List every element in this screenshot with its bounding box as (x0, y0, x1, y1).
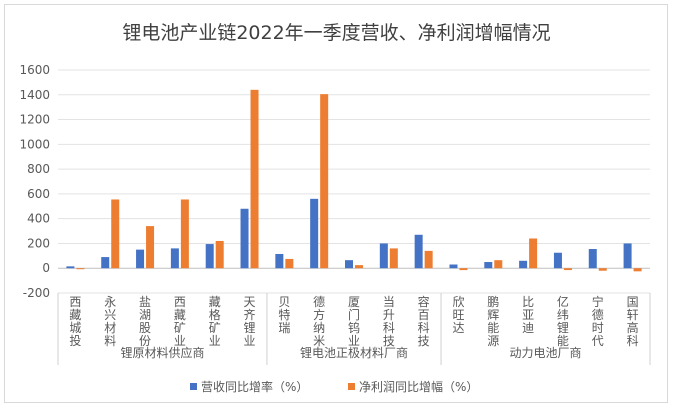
bar-profit (494, 260, 503, 269)
y-tick-label: 1600 (19, 63, 50, 77)
bar-revenue (66, 266, 75, 269)
y-tick-label: -200 (23, 286, 50, 300)
category-label: 西藏矿业 (174, 295, 186, 348)
bar-revenue (414, 234, 423, 269)
bar-profit (146, 226, 155, 269)
bar-profit (389, 248, 398, 269)
category-label: 盐湖股份 (139, 295, 151, 348)
bar-profit (250, 89, 259, 269)
bar-profit (355, 265, 363, 269)
bar-revenue (240, 208, 249, 269)
category-label: 当升科技 (383, 295, 395, 348)
bar-revenue (484, 262, 493, 269)
bar-profit (180, 199, 189, 269)
bar-revenue (449, 264, 458, 269)
legend-swatch-revenue (190, 383, 197, 390)
y-tick-label: 1200 (19, 113, 50, 127)
bar-revenue (519, 260, 528, 269)
y-tick-label: 800 (27, 162, 50, 176)
chart-title: 锂电池产业链2022年一季度营收、净利润增幅情况 (122, 22, 551, 44)
category-label: 天齐锂业 (244, 295, 256, 348)
group-label: 锂原材料供应商 (120, 345, 204, 360)
bar-profit (529, 238, 538, 269)
group-label: 锂电池正极材料厂商 (300, 345, 408, 360)
category-label: 藏格矿业 (209, 295, 221, 348)
category-label: 德方纳米 (313, 294, 325, 348)
bar-profit (598, 268, 607, 271)
bar-profit (111, 199, 120, 269)
bar-profit (563, 268, 572, 271)
legend-item-revenue: 营收同比增率（%） (190, 378, 308, 395)
y-tick-label: 200 (27, 236, 50, 250)
category-label: 比亚迪 (522, 295, 534, 335)
y-tick-label: 0 (42, 261, 50, 275)
bar-revenue (623, 243, 632, 269)
bar-profit (320, 94, 329, 269)
bar-revenue (345, 260, 353, 269)
legend-swatch-profit (348, 383, 355, 390)
bar-revenue (205, 244, 214, 269)
legend-label-revenue: 营收同比增率（%） (201, 380, 309, 394)
y-tick-label: 600 (27, 187, 50, 201)
bar-revenue (170, 248, 179, 269)
category-label: 欣旺达 (452, 295, 464, 335)
y-tick-label: 1000 (19, 137, 50, 151)
y-tick-label: 400 (27, 212, 50, 226)
group-label: 动力电池厂商 (510, 345, 582, 360)
category-label: 厦门钨业 (348, 295, 360, 348)
y-tick-label: 1400 (19, 88, 50, 102)
bar-revenue (310, 198, 319, 269)
category-label: 永兴材料 (104, 295, 116, 348)
legend-item-profit: 净利润同比增幅（%） (348, 378, 478, 395)
bar-profit (215, 240, 224, 269)
legend-label-profit: 净利润同比增幅（%） (359, 380, 479, 394)
bar-revenue (136, 249, 145, 269)
bar-revenue (553, 252, 562, 269)
bar-revenue (275, 253, 284, 269)
category-label: 鹏辉能源 (487, 295, 499, 348)
bar-revenue (101, 257, 110, 269)
category-label: 西藏城投 (69, 295, 81, 348)
bar-profit (633, 268, 642, 272)
bar-profit (459, 268, 468, 271)
category-label: 宁德时代 (592, 294, 604, 348)
bar-profit (424, 250, 433, 269)
bar-profit (285, 258, 294, 269)
category-label: 亿纬锂能 (557, 294, 569, 348)
category-label: 容百科技 (418, 294, 430, 348)
category-label: 贝特瑞 (278, 295, 290, 335)
bar-profit (76, 268, 85, 270)
bar-revenue (379, 243, 388, 269)
category-label: 国轩高科 (627, 295, 639, 348)
bar-revenue (588, 249, 597, 269)
